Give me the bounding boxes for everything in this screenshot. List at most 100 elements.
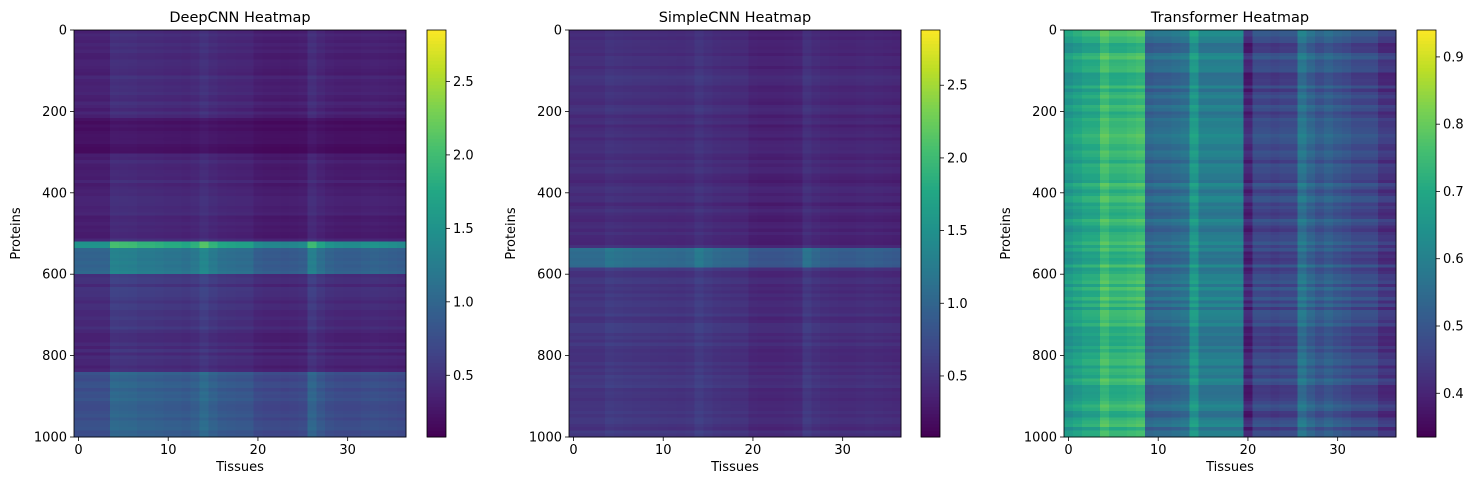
- heatmap-cell: [307, 101, 317, 106]
- heatmap-cell: [361, 163, 371, 168]
- heatmap-cell: [109, 166, 120, 171]
- heatmap-cell: [298, 319, 308, 324]
- heatmap-cell: [136, 274, 147, 279]
- heatmap-cell: [379, 108, 389, 112]
- colorbar-segment: [427, 345, 446, 350]
- heatmap-cell: [334, 228, 344, 233]
- heatmap-cell: [91, 264, 102, 269]
- heatmap-cell: [199, 300, 210, 305]
- heatmap-cell: [199, 316, 210, 321]
- heatmap-cell: [388, 218, 398, 223]
- heatmap-cell: [136, 300, 147, 305]
- heatmap-cell: [244, 186, 255, 191]
- heatmap-cell: [325, 121, 335, 126]
- heatmap-cell: [244, 202, 255, 207]
- heatmap-cell: [388, 231, 398, 236]
- heatmap-cell: [325, 127, 335, 132]
- heatmap-cell: [109, 176, 120, 181]
- heatmap-cell: [91, 179, 102, 184]
- heatmap-cell: [109, 69, 120, 73]
- heatmap-cell: [118, 218, 129, 223]
- heatmap-cell: [397, 244, 407, 249]
- heatmap-cell: [82, 69, 93, 73]
- heatmap-cell: [379, 300, 389, 305]
- heatmap-cell: [379, 179, 389, 184]
- heatmap-cell: [226, 189, 237, 194]
- heatmap-cell: [136, 163, 147, 168]
- heatmap-cell: [91, 85, 102, 90]
- heatmap-cell: [172, 218, 183, 223]
- heatmap-cell: [325, 124, 335, 129]
- heatmap-cell: [379, 78, 389, 83]
- heatmap-cell: [343, 56, 353, 60]
- heatmap-cell: [271, 69, 281, 73]
- heatmap-cell: [361, 310, 371, 314]
- heatmap-cell: [262, 127, 272, 132]
- heatmap-cell: [370, 202, 380, 207]
- heatmap-cell: [82, 225, 93, 230]
- heatmap-cell: [388, 280, 398, 285]
- heatmap-cell: [172, 199, 183, 204]
- heatmap-cell: [100, 205, 111, 210]
- heatmap-cell: [217, 179, 228, 184]
- heatmap-cell: [289, 153, 299, 158]
- heatmap-cell: [262, 95, 272, 99]
- heatmap-cell: [100, 173, 111, 178]
- heatmap-cell: [298, 95, 308, 99]
- heatmap-cell: [253, 98, 264, 103]
- heatmap-cell: [208, 241, 219, 246]
- heatmap-cell: [334, 173, 344, 178]
- heatmap-cell: [397, 209, 407, 213]
- heatmap-cell: [325, 228, 335, 233]
- heatmap-cell: [190, 121, 201, 126]
- heatmap-cell: [74, 235, 84, 239]
- heatmap-cell: [208, 143, 219, 148]
- heatmap-cell: [343, 270, 353, 275]
- heatmap-cell: [181, 111, 192, 116]
- heatmap-cell: [388, 251, 398, 256]
- heatmap-cell: [298, 46, 308, 51]
- heatmap-cell: [262, 130, 272, 135]
- heatmap-cell: [217, 212, 228, 217]
- heatmap-cell: [190, 104, 201, 109]
- heatmap-cell: [74, 231, 84, 236]
- heatmap-cell: [343, 212, 353, 217]
- heatmap-cell: [298, 69, 308, 73]
- heatmap-cell: [127, 209, 138, 213]
- heatmap-cell: [82, 231, 93, 236]
- heatmap-cell: [325, 189, 335, 194]
- heatmap-cell: [289, 238, 299, 243]
- heatmap-cell: [352, 287, 362, 292]
- heatmap-cell: [172, 238, 183, 243]
- heatmap-cell: [82, 189, 93, 194]
- heatmap-cell: [370, 108, 380, 112]
- heatmap-cell: [136, 56, 147, 60]
- heatmap-cell: [109, 323, 120, 327]
- heatmap-cell: [235, 140, 246, 145]
- heatmap-cell: [244, 267, 255, 272]
- heatmap-cell: [397, 108, 407, 112]
- heatmap-cell: [190, 238, 201, 243]
- heatmap-cell: [361, 183, 371, 187]
- heatmap-cell: [74, 114, 84, 119]
- heatmap-cell: [262, 241, 272, 246]
- heatmap-cell: [118, 310, 129, 314]
- heatmap-cell: [271, 199, 281, 204]
- heatmap-cell: [262, 59, 272, 64]
- heatmap-cell: [154, 101, 165, 106]
- heatmap-cell: [289, 75, 299, 80]
- heatmap-cell: [271, 176, 281, 181]
- heatmap-cell: [74, 143, 84, 148]
- heatmap-cell: [361, 189, 371, 194]
- heatmap-cell: [262, 270, 272, 275]
- heatmap-cell: [127, 310, 138, 314]
- heatmap-cell: [217, 95, 228, 99]
- heatmap-cell: [298, 225, 308, 230]
- heatmap-cell: [325, 231, 335, 236]
- heatmap-cell: [244, 173, 255, 178]
- heatmap-cell: [190, 296, 201, 301]
- heatmap-cell: [172, 264, 183, 269]
- heatmap-cell: [343, 196, 353, 200]
- heatmap-cell: [226, 202, 237, 207]
- heatmap-cell: [136, 143, 147, 148]
